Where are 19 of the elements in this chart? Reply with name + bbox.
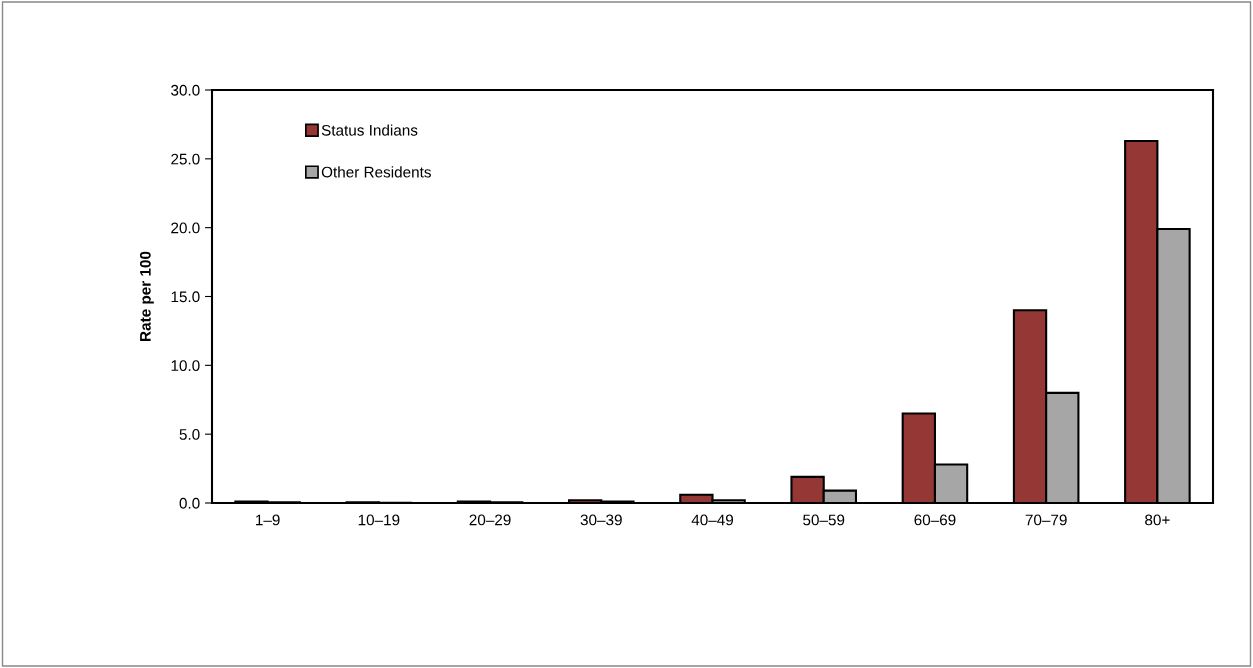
y-axis-title: Rate per 100 (139, 251, 154, 341)
x-tick-label: 20–29 (469, 514, 511, 526)
x-tick-label: 70–79 (1025, 514, 1067, 526)
y-tick-label: 15.0 (171, 291, 200, 303)
x-tick-label: 80+ (1145, 514, 1170, 526)
y-tick-label: 30.0 (171, 84, 200, 96)
legend-label: Other Residents (321, 166, 431, 178)
y-tick-label: 10.0 (171, 360, 200, 372)
x-tick-label: 30–39 (580, 514, 622, 526)
y-tick-label: 20.0 (171, 222, 200, 234)
x-tick-label: 1–9 (256, 514, 280, 526)
x-tick-label: 10–19 (358, 514, 400, 526)
y-tick-label: 25.0 (171, 153, 200, 165)
legend-label: Status Indians (321, 124, 418, 136)
y-tick-label: 0.0 (179, 497, 200, 509)
x-tick-label: 60–69 (914, 514, 956, 526)
x-tick-label: 50–59 (803, 514, 845, 526)
y-tick-label: 5.0 (179, 429, 200, 440)
x-tick-label: 40–49 (691, 514, 734, 526)
